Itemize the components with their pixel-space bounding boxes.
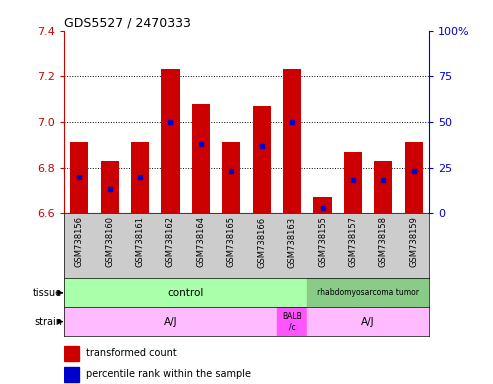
- Text: control: control: [168, 288, 204, 298]
- Text: GSM738164: GSM738164: [196, 217, 206, 267]
- Text: rhabdomyosarcoma tumor: rhabdomyosarcoma tumor: [317, 288, 419, 297]
- Bar: [344, 152, 362, 213]
- Bar: [405, 142, 423, 213]
- Text: A/J: A/J: [164, 316, 177, 327]
- Bar: [64, 346, 79, 361]
- Bar: [70, 142, 88, 213]
- Text: GSM738166: GSM738166: [257, 217, 266, 268]
- Bar: [374, 161, 392, 213]
- Text: GSM738161: GSM738161: [136, 217, 144, 267]
- Bar: [131, 142, 149, 213]
- Text: strain: strain: [35, 316, 62, 327]
- Bar: [64, 307, 277, 336]
- Text: GSM738160: GSM738160: [105, 217, 114, 267]
- Bar: [252, 106, 271, 213]
- Text: transformed count: transformed count: [86, 348, 176, 358]
- Text: GSM738155: GSM738155: [318, 217, 327, 267]
- Text: A/J: A/J: [361, 316, 375, 327]
- Bar: [64, 367, 79, 382]
- Bar: [192, 104, 210, 213]
- Text: tissue: tissue: [33, 288, 62, 298]
- Text: GSM738163: GSM738163: [287, 217, 297, 268]
- Text: BALB
/c: BALB /c: [282, 312, 302, 331]
- Text: GSM738159: GSM738159: [409, 217, 418, 267]
- Bar: [161, 70, 179, 213]
- Bar: [222, 142, 241, 213]
- Text: GSM738156: GSM738156: [75, 217, 84, 267]
- Bar: [101, 161, 119, 213]
- Bar: [283, 70, 301, 213]
- Text: GSM738165: GSM738165: [227, 217, 236, 267]
- Text: GDS5527 / 2470333: GDS5527 / 2470333: [64, 17, 191, 30]
- Text: percentile rank within the sample: percentile rank within the sample: [86, 369, 251, 379]
- Bar: [307, 307, 429, 336]
- Bar: [314, 197, 332, 213]
- Text: GSM738157: GSM738157: [349, 217, 357, 267]
- Bar: [277, 307, 307, 336]
- Bar: [64, 278, 307, 307]
- Text: GSM738162: GSM738162: [166, 217, 175, 267]
- Bar: [307, 278, 429, 307]
- Text: GSM738158: GSM738158: [379, 217, 388, 267]
